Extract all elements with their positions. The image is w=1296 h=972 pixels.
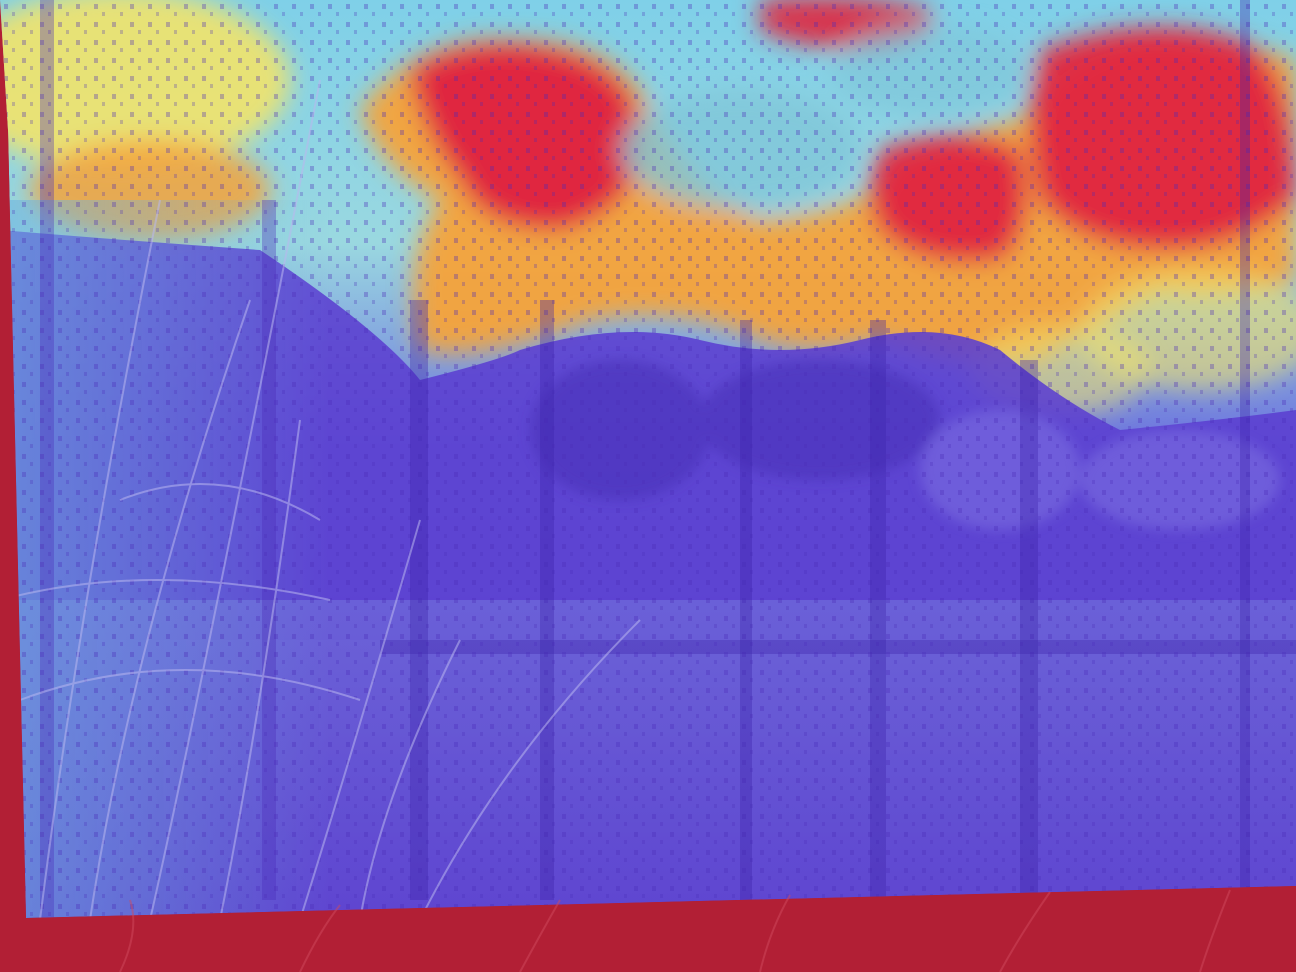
bottom-band <box>0 886 1296 972</box>
reeds <box>0 79 641 918</box>
stripe-artifacts <box>40 0 1250 918</box>
left-red-edge <box>0 120 26 918</box>
